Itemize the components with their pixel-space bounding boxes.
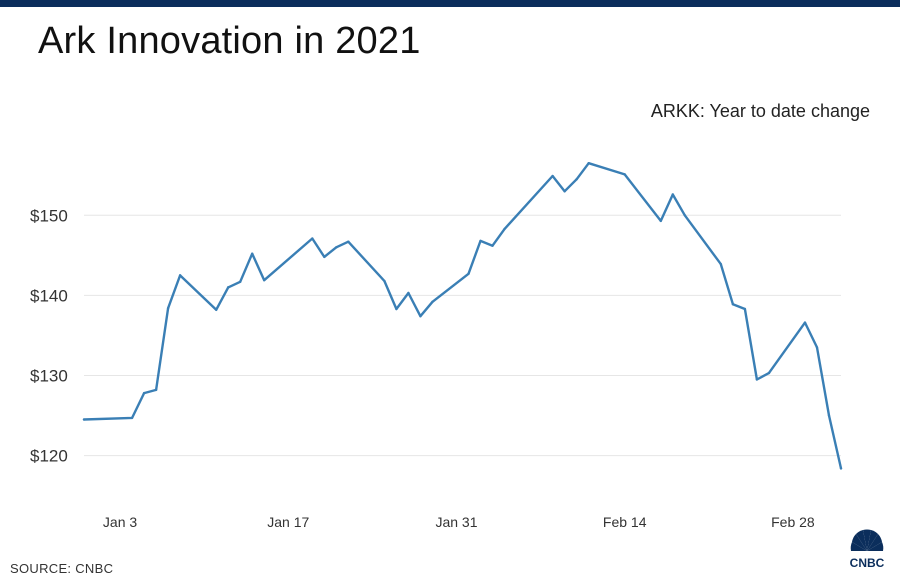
data-point [407,291,410,295]
gridlines [84,214,841,457]
top-accent-bar [0,0,900,7]
data-point [767,371,771,375]
data-point [755,378,759,381]
data-point [142,391,146,395]
data-point [815,346,819,349]
data-point [251,252,254,255]
data-point [431,300,434,303]
data-point [659,219,662,223]
x-tick-label: Jan 31 [435,514,477,530]
x-axis-ticks: Jan 3 Jan 17 Jan 31 Feb 14 Feb 28 [103,514,815,530]
chart-subtitle: ARKK: Year to date change [650,101,870,121]
chart-title: Ark Innovation in 2021 [38,20,421,62]
data-point [467,272,470,275]
data-point [719,262,723,266]
data-point [214,308,218,311]
data-point [154,388,158,392]
data-point [587,162,590,165]
data-point [563,190,566,193]
data-point [575,178,578,181]
series-layer [82,161,843,470]
data-point [683,214,686,217]
data-point [263,278,266,282]
y-axis-ticks: $120 $130 $140 $150 [30,206,68,465]
data-point [503,227,506,231]
data-point [419,315,422,318]
data-point [130,416,134,420]
series-line [82,161,843,470]
data-point [731,302,735,306]
peacock-icon [850,529,884,551]
data-point [839,467,843,470]
data-point [671,193,674,196]
data-point [178,274,182,277]
data-point [226,286,230,289]
data-point [623,173,626,176]
x-tick-label: Feb 28 [771,514,815,530]
data-point [82,418,86,421]
x-tick-label: Jan 17 [267,514,309,530]
data-point [395,307,398,311]
data-point [239,280,242,283]
y-tick-label: $140 [30,286,68,305]
data-point [323,255,326,259]
data-point [491,244,494,247]
data-point [335,246,338,249]
y-tick-label: $130 [30,366,68,385]
data-point [383,279,386,283]
x-tick-label: Feb 14 [603,514,647,530]
y-tick-label: $120 [30,447,68,466]
data-point [803,321,807,324]
data-point [743,307,747,311]
cnbc-logo: CNBC [850,529,885,570]
data-point [166,306,170,310]
data-point [551,174,554,178]
data-point [479,239,482,243]
data-point [347,240,350,243]
logo-text: CNBC [850,556,885,570]
data-point [311,237,314,240]
data-point [827,414,831,417]
source-note: SOURCE: CNBC [10,561,114,576]
x-tick-label: Jan 3 [103,514,137,530]
y-tick-label: $150 [30,206,68,225]
